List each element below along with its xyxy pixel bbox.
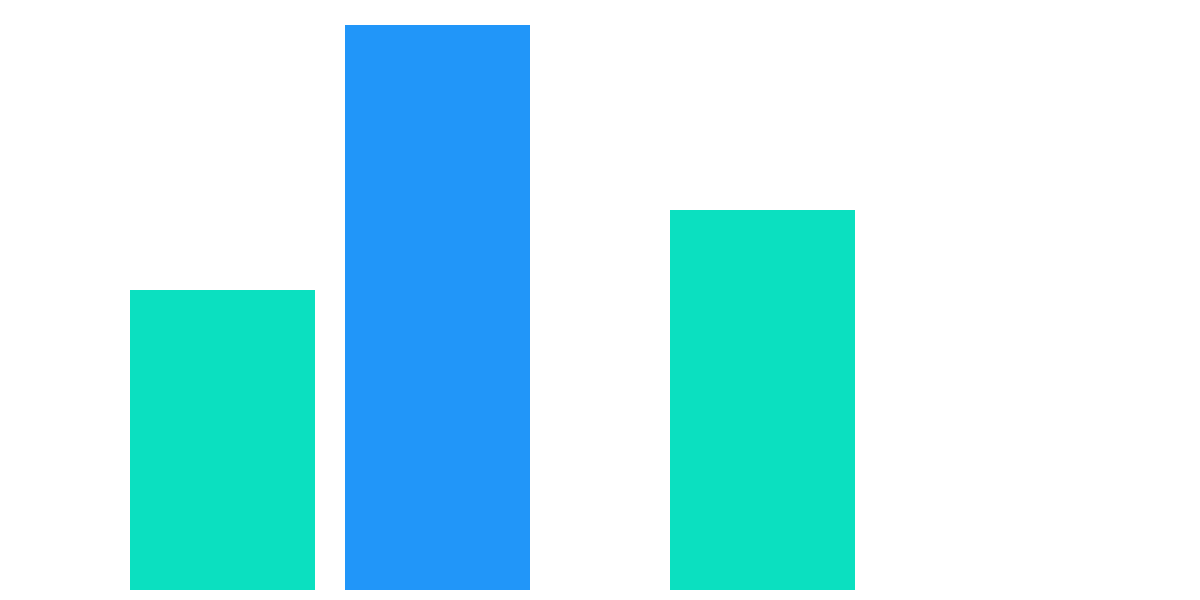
bar-3 (670, 210, 855, 590)
bar-1 (130, 290, 315, 590)
bar-2 (345, 25, 530, 590)
bar-chart (0, 0, 1200, 600)
